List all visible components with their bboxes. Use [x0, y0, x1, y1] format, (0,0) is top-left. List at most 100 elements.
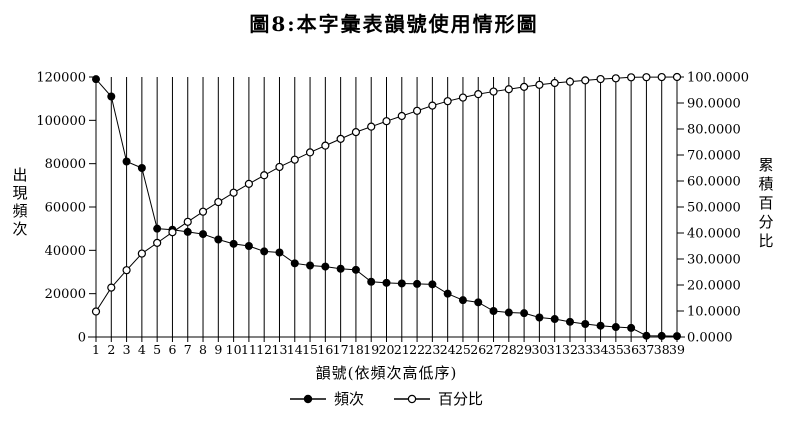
x-tick-label: 13	[272, 342, 288, 357]
percentage-point	[275, 162, 284, 172]
y-left-tick-label: 0	[78, 331, 86, 346]
percentage-point	[321, 141, 330, 150]
x-tick-label: 16	[317, 342, 333, 357]
x-tick-label: 33	[577, 342, 593, 357]
percentage-point	[412, 106, 422, 115]
x-tick-label: 31	[547, 342, 563, 357]
frequency-point	[229, 239, 238, 248]
x-tick-label: 21	[394, 342, 410, 357]
x-tick-label: 26	[470, 342, 486, 357]
frequency-point	[382, 278, 391, 287]
percentage-point	[458, 93, 468, 102]
x-axis-title: 韻號(依頻次高低序)	[315, 364, 458, 382]
legend: 頻次 百分比	[96, 388, 677, 409]
percentage-point	[153, 238, 162, 247]
y-right-tick-label: 10.0000	[687, 305, 741, 320]
percentage-point	[107, 283, 116, 292]
x-tick-label: 2	[107, 342, 115, 357]
x-tick-label: 27	[486, 342, 502, 357]
frequency-point	[351, 265, 360, 274]
legend-label-percentage: 百分比	[438, 390, 484, 408]
frequency-point	[443, 289, 452, 298]
percentage-point	[489, 87, 498, 96]
percentage-point	[214, 197, 223, 207]
x-tick-label: 19	[363, 342, 379, 357]
percentage-point	[535, 80, 544, 89]
percentage-point	[244, 179, 253, 188]
percentage-point	[367, 122, 376, 131]
x-tick-label: 1	[92, 342, 100, 357]
y-right-tick-label: 100.0000	[687, 71, 749, 86]
x-tick-label: 24	[440, 342, 456, 357]
percentage-point	[428, 101, 437, 110]
x-tick-label: 34	[593, 342, 609, 357]
frequency-point	[290, 259, 299, 268]
x-tick-label: 9	[214, 342, 222, 357]
frequency-point	[413, 279, 422, 288]
y-left-tick-label: 100000	[36, 114, 86, 129]
x-tick-label: 29	[516, 342, 532, 357]
frequency-point	[535, 313, 544, 322]
frequency-point	[596, 321, 605, 330]
y-left-tick-label: 60000	[45, 201, 86, 216]
frequency-point	[458, 296, 467, 305]
y-right-axis-title: 累 積 百 分 比	[758, 156, 774, 250]
x-tick-label: 14	[287, 342, 303, 357]
frequency-point	[321, 262, 330, 271]
percentage-point	[596, 74, 605, 84]
percentage-point	[351, 128, 361, 137]
frequency-legend-marker-icon	[289, 394, 326, 403]
percentage-point	[382, 117, 391, 126]
frequency-point	[428, 280, 437, 289]
x-tick-label: 36	[623, 342, 639, 357]
percentage-point	[229, 188, 238, 197]
percentage-point	[642, 73, 651, 82]
y-left-tick-label: 80000	[45, 157, 86, 172]
x-tick-label: 32	[562, 342, 578, 357]
percentage-point	[198, 207, 208, 216]
frequency-point	[550, 315, 559, 324]
frequency-point	[306, 261, 315, 270]
y-left-tick-label: 20000	[45, 287, 86, 302]
percentage-point	[443, 97, 452, 106]
frequency-point	[214, 235, 223, 244]
x-tick-label: 3	[123, 342, 131, 357]
frequency-point	[336, 264, 345, 273]
percentage-point	[122, 266, 131, 275]
x-tick-label: 20	[379, 342, 395, 357]
frequency-point	[642, 331, 651, 340]
percentage-point	[504, 85, 513, 94]
frequency-point	[260, 247, 269, 256]
percentage-point	[336, 134, 345, 143]
percentage-point	[260, 171, 269, 180]
percentage-point	[611, 74, 620, 83]
y-right-tick-label: 70.0000	[687, 149, 741, 164]
x-tick-label: 37	[638, 342, 654, 357]
frequency-point	[122, 157, 131, 166]
x-tick-label: 38	[654, 342, 670, 357]
frequency-point	[199, 230, 208, 239]
x-tick-label: 8	[199, 342, 207, 357]
x-tick-label: 35	[608, 342, 624, 357]
y-right-tick-label: 80.0000	[687, 123, 741, 138]
y-right-tick-label: 20.0000	[687, 279, 741, 294]
percentage-point	[183, 217, 192, 226]
percentage-point	[168, 228, 177, 237]
percentage-point	[520, 82, 529, 91]
y-left-axis-title: 出 現 頻 次	[12, 166, 28, 238]
y-right-tick-label: 40.0000	[687, 227, 741, 242]
percentage-point	[672, 72, 682, 82]
frequency-point	[153, 224, 162, 233]
y-left-tick-label: 120000	[36, 71, 86, 86]
percentage-point	[657, 72, 666, 82]
y-left-tick-label: 40000	[45, 244, 86, 259]
frequency-point	[474, 298, 483, 307]
frequency-point	[107, 92, 116, 101]
percentage-point	[581, 76, 590, 85]
frequency-point	[581, 320, 590, 328]
frequency-point	[183, 227, 192, 236]
frequency-point	[611, 323, 620, 332]
frequency-point	[673, 332, 681, 341]
frequency-point	[367, 277, 376, 286]
